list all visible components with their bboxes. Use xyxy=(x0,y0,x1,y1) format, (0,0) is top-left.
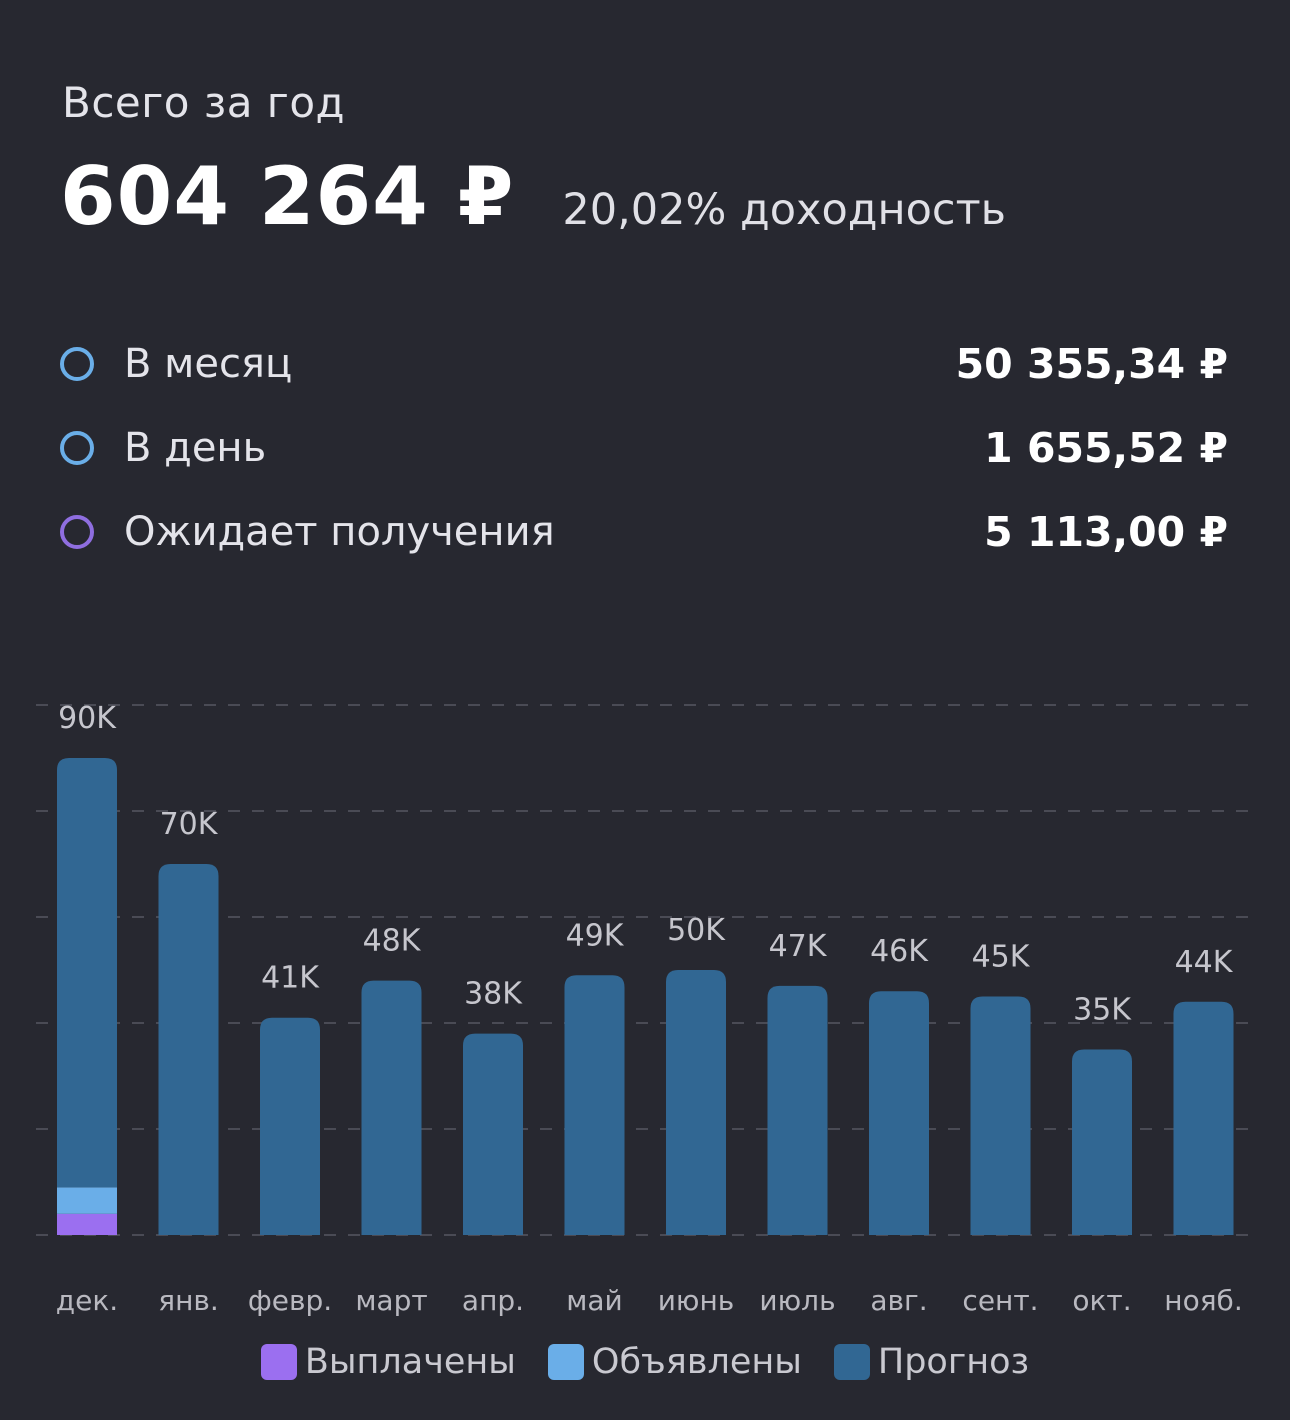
x-tick-label: янв. xyxy=(158,1284,219,1317)
bar-data-label: 49K xyxy=(566,918,625,953)
bar-segment xyxy=(1072,1049,1132,1235)
stat-row-month: В месяц 50 355,34 ₽ xyxy=(60,322,1228,406)
stat-row-day: В день 1 655,52 ₽ xyxy=(60,406,1228,490)
bar-data-label: 90K xyxy=(58,701,117,736)
bar-data-label: 38K xyxy=(464,977,523,1012)
bar-segment xyxy=(260,1017,320,1235)
total-label: Всего за год xyxy=(62,78,346,127)
chart-legend: Выплачены Объявлены Прогноз xyxy=(0,1342,1290,1382)
x-tick-label: март xyxy=(355,1284,427,1317)
stat-label: В месяц xyxy=(124,341,293,387)
bar-segment xyxy=(564,975,625,1235)
stat-value: 50 355,34 ₽ xyxy=(955,340,1228,388)
x-tick-label: сент. xyxy=(962,1284,1038,1317)
bar-data-label: 45K xyxy=(972,940,1031,975)
legend-item-forecast[interactable]: Прогноз xyxy=(833,1342,1030,1382)
x-tick-label: июнь xyxy=(658,1284,735,1317)
bar-data-label: 70K xyxy=(160,807,219,842)
bar-segment xyxy=(1173,1001,1234,1235)
stat-label: В день xyxy=(124,425,267,471)
legend-swatch xyxy=(833,1344,870,1380)
total-row: 604 264 ₽ 20,02% доходность xyxy=(60,150,1006,243)
bar-data-label: 46K xyxy=(870,934,929,969)
bar-data-label: 50K xyxy=(667,913,726,948)
legend-label: Объявлены xyxy=(591,1342,802,1382)
bar-segment xyxy=(767,985,828,1235)
legend-item-announced[interactable]: Объявлены xyxy=(547,1342,802,1382)
bar-segment xyxy=(158,864,219,1235)
yield-value: 20,02% доходность xyxy=(562,185,1006,235)
stat-value: 5 113,00 ₽ xyxy=(984,508,1228,556)
circle-icon xyxy=(60,431,94,465)
bar-data-label: 47K xyxy=(769,929,828,964)
x-tick-label: июль xyxy=(759,1284,835,1317)
stat-row-pending: Ожидает получения 5 113,00 ₽ xyxy=(60,490,1228,574)
bar-segment xyxy=(869,991,929,1235)
bar-segment xyxy=(463,1033,523,1235)
bar-data-label: 41K xyxy=(261,961,320,996)
circle-icon xyxy=(60,347,94,381)
x-tick-label: нояб. xyxy=(1164,1284,1242,1317)
stats-list: В месяц 50 355,34 ₽ В день 1 655,52 ₽ Ож… xyxy=(60,322,1228,574)
circle-icon xyxy=(60,515,94,549)
legend-item-paid[interactable]: Выплачены xyxy=(260,1342,516,1382)
legend-swatch xyxy=(260,1344,297,1380)
stat-value: 1 655,52 ₽ xyxy=(984,424,1228,472)
x-tick-label: авг. xyxy=(870,1284,927,1317)
bar-segment xyxy=(57,1187,117,1214)
bar-segment xyxy=(970,996,1031,1235)
stat-label: Ожидает получения xyxy=(124,509,555,555)
x-tick-label: окт. xyxy=(1072,1284,1131,1317)
bar-data-label: 44K xyxy=(1175,945,1234,980)
x-tick-label: февр. xyxy=(248,1284,332,1317)
bar-segment xyxy=(57,1213,117,1235)
bar-segment xyxy=(666,970,726,1235)
bar-data-label: 35K xyxy=(1073,993,1132,1028)
x-tick-label: апр. xyxy=(462,1284,524,1317)
legend-label: Прогноз xyxy=(877,1342,1030,1382)
bar-segment xyxy=(361,980,422,1235)
bar-segment xyxy=(57,758,117,1188)
total-value: 604 264 ₽ xyxy=(60,150,515,243)
bar-data-label: 48K xyxy=(363,924,422,959)
legend-label: Выплачены xyxy=(304,1342,516,1382)
x-tick-label: дек. xyxy=(56,1284,118,1317)
x-tick-label: май xyxy=(566,1284,622,1317)
dividends-bar-chart: 90K дек. 70K янв. 41K февр. 48K март 38K апр. 49K м… xyxy=(36,701,1250,1317)
legend-swatch xyxy=(547,1344,584,1380)
